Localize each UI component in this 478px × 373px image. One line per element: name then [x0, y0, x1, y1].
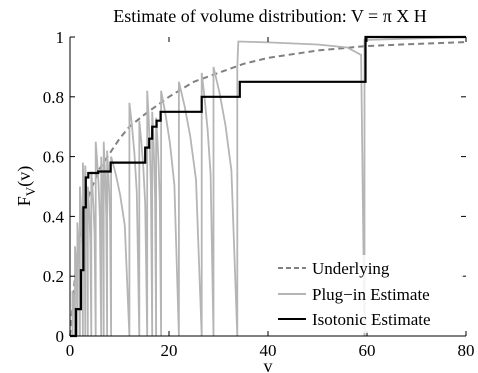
- y-axis-label: FV(v): [14, 166, 38, 206]
- x-tick-label: 80: [458, 341, 475, 360]
- x-tick-label: 40: [260, 341, 277, 360]
- y-tick-label: 0: [56, 327, 65, 346]
- legend: Underlying Plug−in Estimate Isotonic Est…: [270, 255, 463, 333]
- y-tick-label: 1: [56, 28, 65, 47]
- legend-label-plugin: Plug−in Estimate: [312, 285, 430, 304]
- series-layer: [69, 35, 467, 338]
- ticks-layer: 0 20 40 60 80 0 0.2 0.4 0.6 0.8 1: [43, 28, 475, 360]
- y-tick-label: 0.6: [43, 148, 64, 167]
- legend-label-underlying: Underlying: [312, 259, 390, 278]
- y-label-main: F: [14, 196, 34, 206]
- x-axis-label: v: [264, 356, 273, 373]
- legend-label-isotonic: Isotonic Estimate: [312, 310, 431, 329]
- x-tick-label: 0: [66, 341, 75, 360]
- y-tick-label: 0.4: [43, 207, 65, 226]
- svg-text:FV(v): FV(v): [14, 166, 38, 206]
- y-label-arg: (v): [14, 166, 35, 187]
- x-tick-label: 60: [359, 341, 376, 360]
- x-tick-label: 20: [161, 341, 178, 360]
- y-tick-label: 0.8: [43, 88, 64, 107]
- series-plugin: [70, 36, 467, 337]
- y-label-sub: V: [23, 186, 38, 196]
- series-isotonic: [70, 35, 466, 338]
- y-tick-label: 0.2: [43, 267, 64, 286]
- chart-title: Estimate of volume distribution: V = π X…: [113, 6, 427, 26]
